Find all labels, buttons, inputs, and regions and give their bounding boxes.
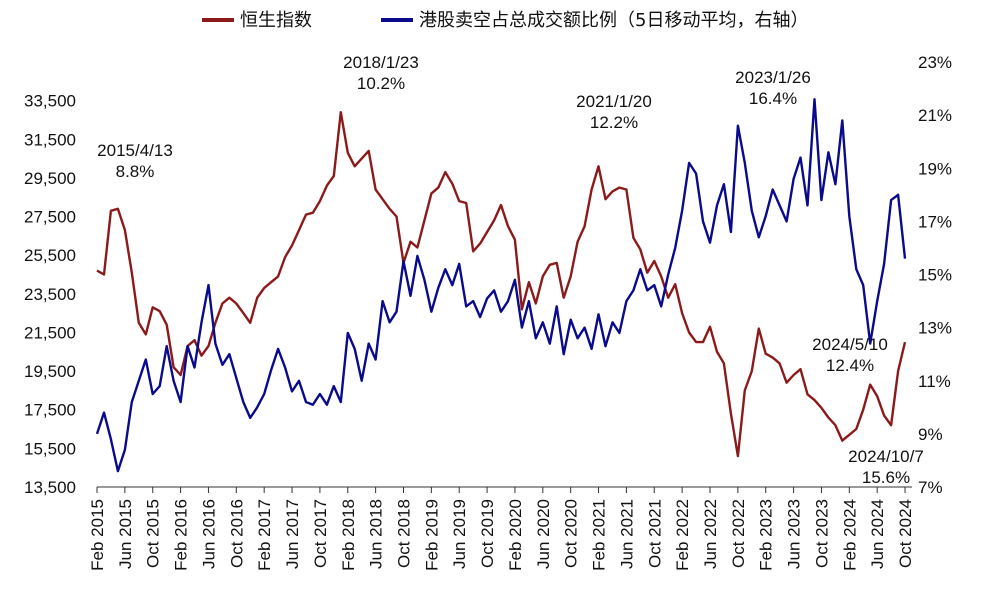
- x-tick-label: Oct 2024: [896, 499, 915, 568]
- x-tick-label: Feb 2020: [506, 499, 525, 571]
- x-tick-label: Oct 2016: [227, 499, 246, 568]
- y-right-tick-label: 7%: [918, 478, 943, 497]
- y-right-tick-label: 19%: [918, 159, 952, 178]
- x-tick-label: Feb 2017: [255, 499, 274, 571]
- y-right-ticks: 7% 9% 11% 13% 15% 17% 19% 21% 23%: [918, 53, 952, 497]
- annotation-2023-1-26: 2023/1/26 16.4%: [735, 68, 811, 108]
- annotation-2015-4-13: 2015/4/13 8.8%: [97, 141, 173, 181]
- y-left-tick-label: 17,500: [24, 401, 76, 420]
- annotation-date: 2024/5/10: [812, 335, 888, 354]
- y-right-tick-label: 11%: [918, 372, 951, 391]
- x-tick-label: Jun 2020: [534, 499, 553, 569]
- y-left-tick-label: 13,500: [24, 478, 76, 497]
- x-tick-label: Jun 2021: [617, 499, 636, 569]
- y-left-tick-label: 21,500: [24, 323, 76, 342]
- plot-area: [95, 98, 907, 473]
- x-tick-label: Feb 2022: [673, 499, 692, 571]
- x-tick-label: Feb 2016: [172, 499, 191, 571]
- x-ticks: Feb 2015 Jun 2015 Oct 2015 Feb 2016 Jun 2016…: [88, 487, 915, 571]
- annotation-value: 16.4%: [749, 89, 797, 108]
- y-right-tick-label: 9%: [918, 425, 943, 444]
- y-left-tick-label: 15,500: [24, 439, 76, 458]
- x-tick-label: Oct 2019: [478, 499, 497, 568]
- y-left-tick-label: 29,500: [24, 169, 76, 188]
- annotation-2021-1-20: 2021/1/20 12.2%: [576, 92, 652, 132]
- annotation-value: 8.8%: [116, 162, 155, 181]
- y-left-ticks: 13,500 15,500 17,500 19,500 21,500 23,500 25,5…: [24, 92, 76, 497]
- legend: 恒生指数 港股卖空占总成交额比例（5日移动平均，右轴）: [202, 10, 808, 31]
- x-tick-label: Oct 2022: [729, 499, 748, 568]
- x-tick-label: Jun 2018: [367, 499, 386, 569]
- y-right-tick-label: 21%: [918, 106, 952, 125]
- x-tick-label: Jun 2015: [116, 499, 135, 569]
- x-tick-label: Oct 2015: [144, 499, 163, 568]
- y-left-tick-label: 33,500: [24, 92, 76, 111]
- x-tick-label: Oct 2017: [311, 499, 330, 568]
- x-tick-label: Jun 2023: [785, 499, 804, 569]
- y-left-tick-label: 27,500: [24, 208, 76, 227]
- annotation-date: 2021/1/20: [576, 92, 652, 111]
- x-tick-label: Jun 2022: [701, 499, 720, 569]
- annotation-value: 12.4%: [826, 356, 874, 375]
- x-tick-label: Feb 2018: [339, 499, 358, 571]
- annotations: 2015/4/13 8.8% 2018/1/23 10.2% 2021/1/20…: [97, 53, 924, 487]
- x-tick-label: Feb 2024: [840, 499, 859, 571]
- x-tick-label: Jun 2024: [868, 499, 887, 569]
- annotation-value: 15.6%: [862, 468, 910, 487]
- x-tick-label: Oct 2021: [645, 499, 664, 568]
- y-left-tick-label: 19,500: [24, 362, 76, 381]
- annotation-date: 2018/1/23: [343, 53, 419, 72]
- x-tick-label: Jun 2019: [450, 499, 469, 569]
- y-right-tick-label: 15%: [918, 266, 952, 285]
- x-tick-label: Jun 2017: [283, 499, 302, 569]
- y-right-tick-label: 13%: [918, 319, 952, 338]
- x-tick-label: Jun 2016: [199, 499, 218, 569]
- x-tick-label: Feb 2021: [590, 499, 609, 571]
- x-tick-label: Feb 2023: [757, 499, 776, 571]
- x-tick-label: Oct 2020: [562, 499, 581, 568]
- x-tick-label: Feb 2015: [88, 499, 107, 571]
- annotation-2018-1-23: 2018/1/23 10.2%: [343, 53, 419, 93]
- y-left-tick-label: 31,500: [24, 130, 76, 149]
- y-left-tick-label: 23,500: [24, 285, 76, 304]
- annotation-2024-10-7: 2024/10/7 15.6%: [848, 447, 924, 487]
- y-right-tick-label: 17%: [918, 212, 952, 231]
- legend-label-short-selling: 港股卖空占总成交额比例（5日移动平均，右轴）: [419, 10, 808, 31]
- y-left-tick-label: 25,500: [24, 246, 76, 265]
- annotation-date: 2023/1/26: [735, 68, 811, 87]
- series-line-short-selling: [95, 98, 907, 473]
- annotation-date: 2024/10/7: [848, 447, 924, 466]
- x-tick-label: Oct 2023: [812, 499, 831, 568]
- annotation-value: 10.2%: [357, 74, 405, 93]
- x-tick-label: Oct 2018: [394, 499, 413, 568]
- annotation-value: 12.2%: [590, 113, 638, 132]
- annotation-date: 2015/4/13: [97, 141, 173, 160]
- annotation-2024-5-10: 2024/5/10 12.4%: [812, 335, 888, 375]
- x-tick-label: Feb 2019: [422, 499, 441, 571]
- legend-label-hsi: 恒生指数: [240, 10, 312, 31]
- series-line-hsi: [96, 111, 907, 458]
- y-right-tick-label: 23%: [918, 53, 952, 72]
